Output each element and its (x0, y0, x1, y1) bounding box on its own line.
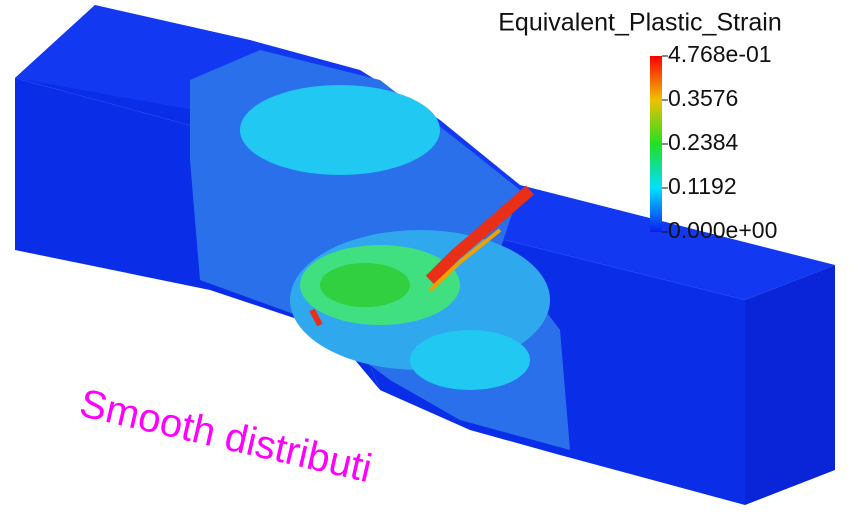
colorbar-tick-label: 0.1192 (668, 173, 737, 199)
colorbar-scale (650, 56, 662, 232)
colorbar-tick-label: 0.000e+00 (668, 217, 777, 243)
annotation: Smooth distributi (76, 381, 376, 491)
colorbar-title: Equivalent_Plastic_Strain (498, 9, 782, 37)
visualization: Equivalent_Plastic_Strain 4.768e-01 0.357… (0, 0, 853, 513)
colorbar-tick-label: 0.3576 (668, 85, 738, 111)
screenshot: Equivalent_Plastic_Strain 4.768e-01 0.357… (0, 0, 853, 513)
colorbar-tick-label: 4.768e-01 (668, 41, 772, 67)
colorbar-tick-label: 0.2384 (668, 129, 739, 155)
